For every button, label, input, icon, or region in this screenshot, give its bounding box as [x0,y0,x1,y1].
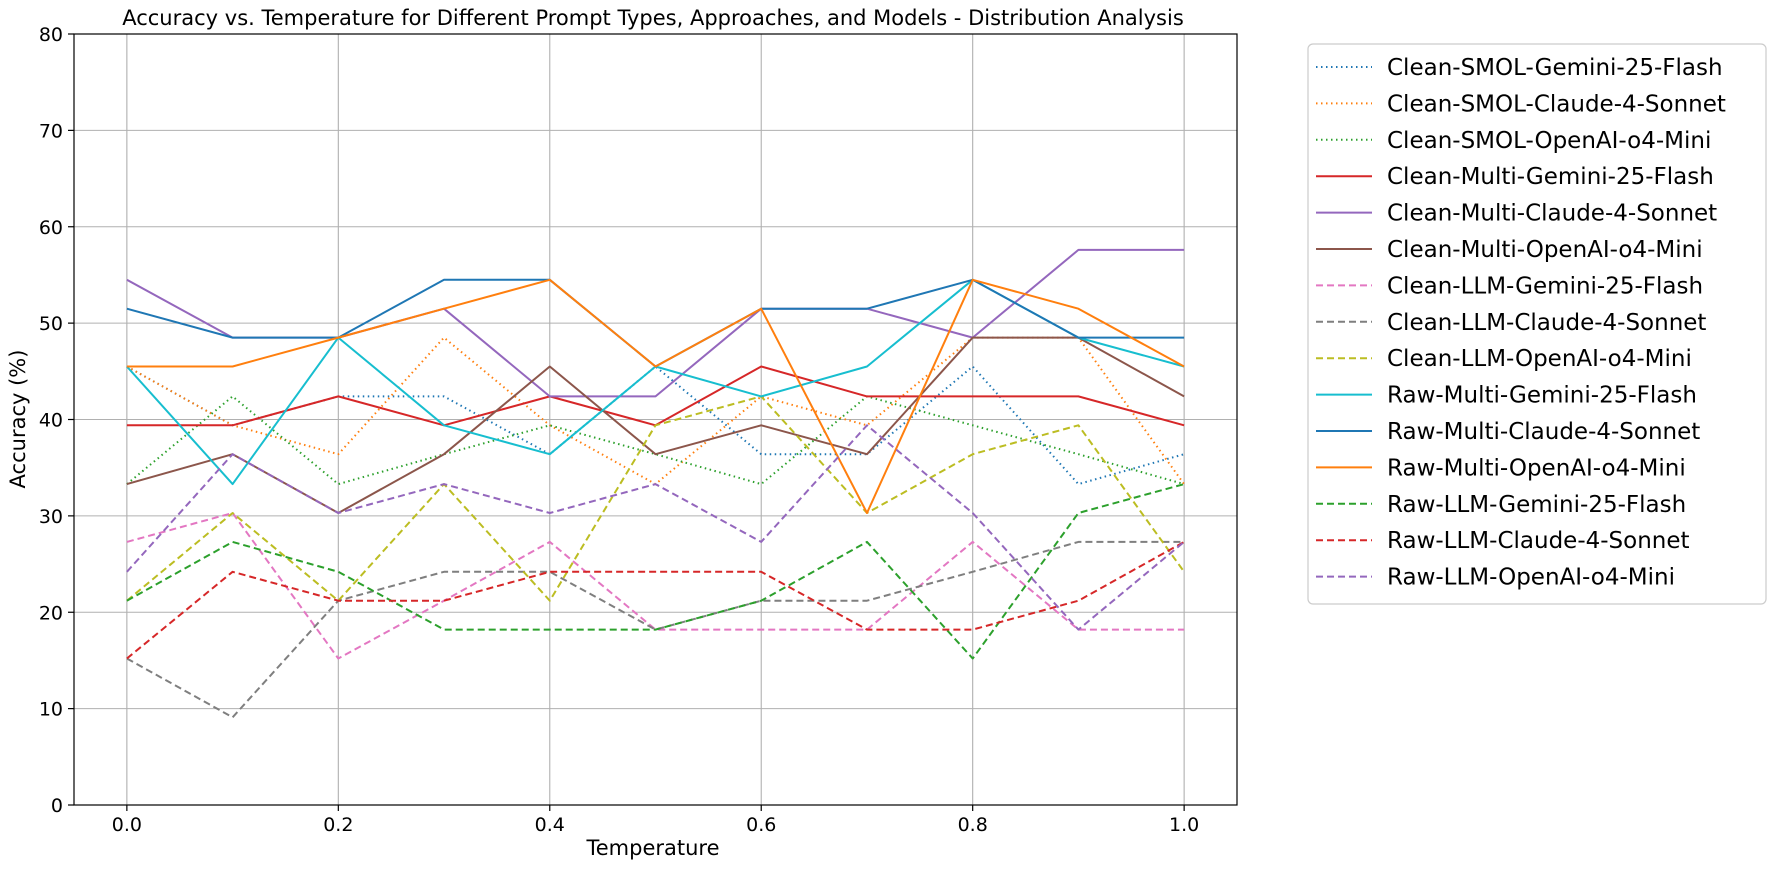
legend-label: Raw-Multi-Claude-4-Sonnet [1387,419,1700,445]
y-tick-label: 0 [51,795,63,817]
series-line-clean-multi-openai-o4-mini [126,336,1185,514]
x-tick-label: 0.8 [958,814,988,836]
series-line-clean-llm-claude-4-sonnet [126,540,1185,719]
y-tick-label: 80 [39,24,63,46]
x-tick-label: 0.4 [535,814,565,836]
legend-label: Raw-Multi-OpenAI-o4-Mini [1387,455,1686,481]
legend-label: Clean-SMOL-OpenAI-o4-Mini [1387,128,1711,154]
series-line-raw-multi-openai-o4-mini [126,278,1185,514]
series-lines [126,248,1185,719]
series-line-clean-llm-gemini-25-flash [126,512,1185,660]
y-tick-label: 40 [39,410,63,432]
legend-label: Raw-LLM-Claude-4-Sonnet [1387,528,1690,554]
legend-label: Clean-Multi-OpenAI-o4-Mini [1387,237,1703,263]
legend: Clean-SMOL-Gemini-25-Flash Clean-SMOL-Cla… [1307,43,1767,605]
legend-label: Clean-SMOL-Claude-4-Sonnet [1387,91,1726,117]
y-tick-label: 70 [39,120,63,142]
y-axis-label: Accuracy (%) [6,350,30,489]
x-tick-label: 1.0 [1169,814,1199,836]
axis-ticks: 0.0 0.2 0.4 0.6 0.8 1.0 0 10 20 30 40 50 60 70 80 [39,24,1199,836]
y-tick-label: 60 [39,217,63,239]
legend-label: Clean-SMOL-Gemini-25-Flash [1387,55,1723,81]
series-line-raw-llm-openai-o4-mini [126,424,1185,631]
legend-label: Clean-Multi-Claude-4-Sonnet [1387,201,1717,227]
legend-label: Raw-LLM-Gemini-25-Flash [1387,492,1686,518]
x-axis-label: Temperature [585,836,719,860]
y-tick-label: 50 [39,313,63,335]
chart-title: Accuracy vs. Temperature for Different P… [122,6,1184,30]
y-tick-label: 20 [39,602,63,624]
x-tick-label: 0.0 [112,814,142,836]
y-tick-label: 10 [39,699,63,721]
y-tick-label: 30 [39,506,63,528]
legend-frame [1307,43,1767,605]
x-tick-label: 0.2 [323,814,353,836]
x-tick-label: 0.6 [746,814,776,836]
legend-label: Raw-LLM-OpenAI-o4-Mini [1387,565,1675,591]
series-line-clean-llm-openai-o4-mini [126,395,1185,602]
legend-label: Clean-Multi-Gemini-25-Flash [1387,164,1714,190]
legend-label: Raw-Multi-Gemini-25-Flash [1387,383,1697,409]
series-line-raw-llm-gemini-25-flash [126,483,1185,660]
legend-label: Clean-LLM-OpenAI-o4-Mini [1387,346,1692,372]
series-line-raw-llm-claude-4-sonnet [126,541,1185,660]
legend-label: Clean-LLM-Gemini-25-Flash [1387,273,1703,299]
legend-label: Clean-LLM-Claude-4-Sonnet [1387,310,1706,336]
